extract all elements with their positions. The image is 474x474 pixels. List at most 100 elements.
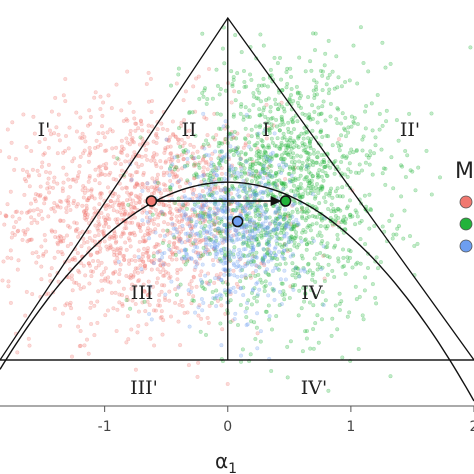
data-point bbox=[247, 233, 252, 238]
data-point bbox=[163, 270, 168, 275]
data-point bbox=[287, 179, 292, 184]
data-point bbox=[200, 203, 205, 208]
data-point bbox=[137, 200, 142, 205]
data-point bbox=[316, 105, 321, 110]
data-point bbox=[185, 179, 190, 184]
data-point bbox=[212, 186, 217, 191]
data-point bbox=[189, 279, 194, 284]
data-point bbox=[182, 194, 187, 199]
data-point bbox=[204, 152, 209, 157]
data-point bbox=[209, 156, 214, 161]
data-point bbox=[314, 80, 319, 85]
data-point bbox=[92, 196, 97, 201]
data-point bbox=[349, 114, 354, 119]
data-point bbox=[269, 250, 274, 255]
data-point bbox=[170, 257, 175, 262]
data-point bbox=[212, 245, 217, 250]
data-point bbox=[174, 227, 179, 232]
data-point bbox=[177, 231, 182, 236]
data-point bbox=[329, 202, 334, 207]
data-point bbox=[286, 152, 291, 157]
data-point bbox=[212, 247, 217, 252]
data-point bbox=[137, 142, 142, 147]
data-point bbox=[353, 222, 358, 227]
data-point bbox=[360, 313, 365, 318]
data-point bbox=[210, 96, 215, 101]
data-point bbox=[147, 215, 152, 220]
data-point bbox=[122, 212, 127, 217]
data-point bbox=[232, 176, 237, 181]
data-point bbox=[101, 100, 106, 105]
data-point bbox=[369, 208, 374, 213]
data-point bbox=[250, 247, 255, 252]
data-point bbox=[230, 173, 235, 178]
data-point bbox=[58, 323, 63, 328]
data-point bbox=[209, 189, 214, 194]
data-point bbox=[244, 225, 249, 230]
data-point bbox=[289, 74, 294, 79]
data-point bbox=[162, 283, 167, 288]
data-point bbox=[93, 210, 98, 215]
data-point bbox=[129, 177, 134, 182]
data-point bbox=[254, 169, 259, 174]
data-point bbox=[243, 273, 248, 278]
data-point bbox=[127, 100, 132, 105]
data-point bbox=[289, 159, 294, 164]
data-point bbox=[292, 199, 297, 204]
data-point bbox=[85, 215, 90, 220]
data-point bbox=[253, 143, 258, 148]
data-point bbox=[47, 190, 52, 195]
data-point bbox=[234, 147, 239, 152]
data-point bbox=[228, 320, 233, 325]
data-point bbox=[156, 242, 161, 247]
data-point bbox=[143, 263, 148, 268]
data-point bbox=[245, 216, 250, 221]
data-point bbox=[103, 266, 108, 271]
data-point bbox=[145, 250, 150, 255]
data-point bbox=[52, 175, 57, 180]
data-point bbox=[176, 72, 181, 77]
data-point bbox=[117, 272, 122, 277]
data-point bbox=[203, 244, 208, 249]
data-point bbox=[286, 140, 291, 145]
data-point bbox=[355, 122, 360, 127]
data-point bbox=[339, 84, 344, 89]
data-point bbox=[335, 193, 340, 198]
data-point bbox=[316, 340, 321, 345]
data-point bbox=[306, 165, 311, 170]
data-point bbox=[438, 175, 443, 180]
data-point bbox=[159, 314, 164, 319]
data-point bbox=[41, 253, 46, 258]
data-point bbox=[232, 171, 237, 176]
data-point bbox=[342, 172, 347, 177]
data-point bbox=[250, 163, 255, 168]
data-point bbox=[202, 172, 207, 177]
data-point bbox=[205, 167, 210, 172]
data-point bbox=[29, 237, 34, 242]
data-point bbox=[145, 181, 150, 186]
data-point bbox=[201, 94, 206, 99]
data-point bbox=[161, 173, 166, 178]
data-point bbox=[281, 289, 286, 294]
data-point bbox=[282, 241, 287, 246]
data-point bbox=[279, 77, 284, 82]
data-point bbox=[191, 274, 196, 279]
data-point bbox=[183, 212, 188, 217]
data-point bbox=[268, 236, 273, 241]
data-point bbox=[47, 273, 52, 278]
data-point bbox=[167, 210, 172, 215]
data-point bbox=[173, 165, 178, 170]
data-point bbox=[326, 206, 331, 211]
data-point bbox=[285, 213, 290, 218]
data-point bbox=[156, 215, 161, 220]
data-point bbox=[216, 156, 221, 161]
data-point bbox=[182, 164, 187, 169]
data-point bbox=[96, 232, 101, 237]
data-point bbox=[270, 286, 275, 291]
data-point bbox=[113, 261, 118, 266]
data-point bbox=[70, 288, 75, 293]
data-point bbox=[119, 144, 124, 149]
data-point bbox=[302, 177, 307, 182]
data-point bbox=[327, 72, 332, 77]
data-point bbox=[77, 170, 82, 175]
